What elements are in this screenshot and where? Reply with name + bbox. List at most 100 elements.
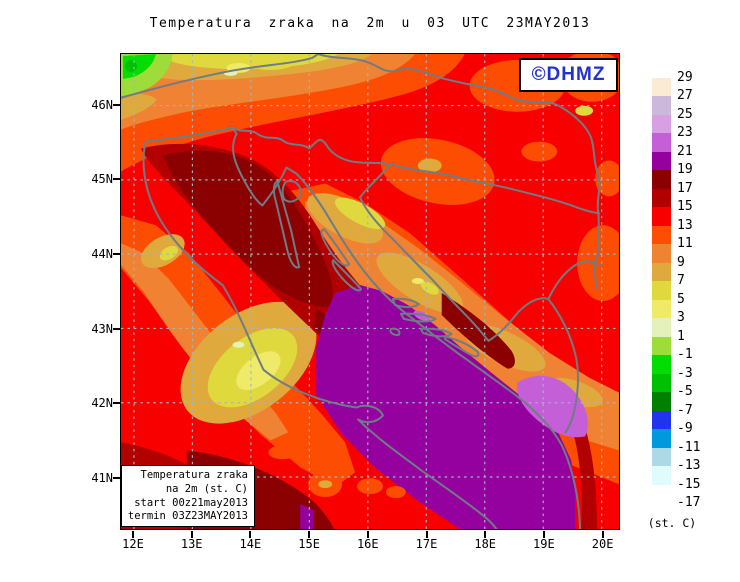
legend-color-box	[652, 410, 671, 430]
legend-color-box	[652, 355, 671, 374]
info-line: na 2m (st. C)	[165, 482, 248, 495]
legend-color-box	[652, 96, 671, 115]
legend-value-label: 7	[677, 273, 685, 289]
legend-color-box	[652, 77, 671, 97]
lon-tick-mark	[308, 530, 311, 538]
legend-value-label: 17	[677, 180, 693, 196]
lon-tick-mark	[132, 530, 134, 538]
lat-tick-label: 43N	[91, 321, 113, 336]
montenegro-serbia-border	[487, 260, 602, 434]
lon-tick-mark	[190, 530, 193, 538]
legend-color-box	[652, 114, 671, 134]
info-line: termin 03Z23MAY2013	[127, 510, 248, 523]
legend-value-label: 13	[677, 217, 693, 233]
legend-value-label: -1	[677, 347, 693, 363]
temperature-map-canvas	[120, 53, 620, 530]
lon-tick-label: 18E	[474, 537, 497, 551]
sava-border	[231, 126, 601, 215]
temp-field-layer	[121, 54, 619, 529]
coastline-border-layer	[121, 54, 602, 529]
lat-tick-mark	[113, 178, 120, 181]
legend-color-box	[652, 392, 671, 411]
legend-color-box	[652, 299, 671, 319]
adriatic-islands	[273, 180, 480, 358]
legend-color-box	[652, 281, 671, 300]
lat-tick-label: 41N	[91, 470, 113, 485]
lon-tick-mark	[366, 530, 369, 538]
copyright-badge: ©DHMZ	[519, 58, 618, 92]
legend-value-label: -17	[677, 495, 701, 511]
croatian-coastline	[144, 126, 582, 529]
lon-tick-label: 14E	[239, 537, 262, 551]
legend-value-label: -15	[677, 476, 701, 492]
info-line: Temperatura zraka	[140, 469, 248, 481]
run-info-box: Temperatura zraka na 2m (st. C) start 00…	[121, 465, 255, 527]
info-line: start 00z21may2013	[134, 496, 248, 509]
legend-color-box	[652, 244, 671, 263]
lat-tick-mark	[113, 476, 120, 479]
legend-value-label: -9	[677, 421, 693, 437]
lon-tick-label: 16E	[356, 537, 379, 551]
lon-tick-label: 19E	[533, 537, 555, 551]
lon-tick-label: 12E	[122, 537, 144, 551]
legend-value-label: 9	[677, 254, 685, 270]
legend-color-box	[652, 484, 671, 504]
legend-color-box	[652, 207, 671, 226]
legend-color-box	[652, 170, 671, 189]
legend-value-label: 5	[677, 291, 685, 307]
legend-color-box	[652, 151, 671, 171]
lat-tick-mark	[113, 327, 120, 330]
page-title: Temperatura zraka na 2m u 03 UTC 23MAY20…	[149, 16, 591, 31]
lat-tick-label: 45N	[91, 172, 113, 187]
legend-color-box	[652, 133, 671, 152]
lon-tick-mark	[249, 530, 252, 538]
legend-value-label: 21	[677, 143, 693, 159]
lon-tick-mark	[484, 530, 487, 538]
lat-tick-label: 42N	[91, 396, 113, 411]
italian-coastline	[142, 140, 498, 529]
northeast-borders	[317, 54, 601, 291]
lon-tick-label: 15E	[298, 537, 320, 551]
legend-value-label: -11	[677, 439, 701, 455]
lon-tick-label: 20E	[591, 537, 614, 551]
legend-value-label: 27	[677, 88, 693, 104]
bosnia-border	[359, 165, 490, 342]
legend-value-label: 23	[677, 125, 693, 141]
legend-value-label: -13	[677, 458, 701, 474]
lon-tick-mark	[601, 530, 604, 538]
legend-color-box	[652, 466, 671, 485]
legend-color-box	[652, 225, 671, 245]
legend-color-box	[652, 429, 671, 448]
legend-color-box	[652, 447, 671, 467]
temperature-field-svg	[121, 54, 619, 529]
lon-tick-mark	[542, 530, 545, 538]
lon-tick-mark	[425, 530, 428, 538]
lat-tick-label: 44N	[91, 247, 113, 261]
legend-value-label: 1	[677, 328, 685, 344]
legend-value-label: 15	[677, 199, 693, 215]
lon-tick-label: 17E	[415, 537, 438, 551]
legend-value-label: -5	[677, 384, 693, 400]
lat-tick-mark	[113, 253, 120, 255]
gridline-layer	[121, 54, 619, 529]
legend-color-box	[652, 336, 671, 356]
legend-color-box	[652, 262, 671, 282]
lon-tick-label: 13E	[180, 537, 203, 551]
copyright-badge-text: ©DHMZ	[531, 64, 606, 85]
legend-value-label: -3	[677, 365, 693, 381]
legend-value-label: 19	[677, 162, 693, 178]
legend-value-label: 11	[677, 236, 693, 252]
legend-color-box	[652, 373, 671, 393]
legend-value-label: 3	[677, 310, 685, 326]
lat-tick-mark	[113, 402, 120, 405]
legend-unit-label: (st. C)	[647, 516, 697, 530]
legend-value-label: 25	[677, 106, 693, 122]
legend-color-box	[652, 188, 671, 208]
lat-tick-label: 46N	[91, 97, 113, 112]
legend-value-label: -7	[677, 402, 693, 418]
alps-border	[121, 54, 320, 99]
legend-color-box	[652, 318, 671, 337]
lat-tick-mark	[113, 103, 120, 106]
legend-value-label: 29	[677, 69, 693, 85]
